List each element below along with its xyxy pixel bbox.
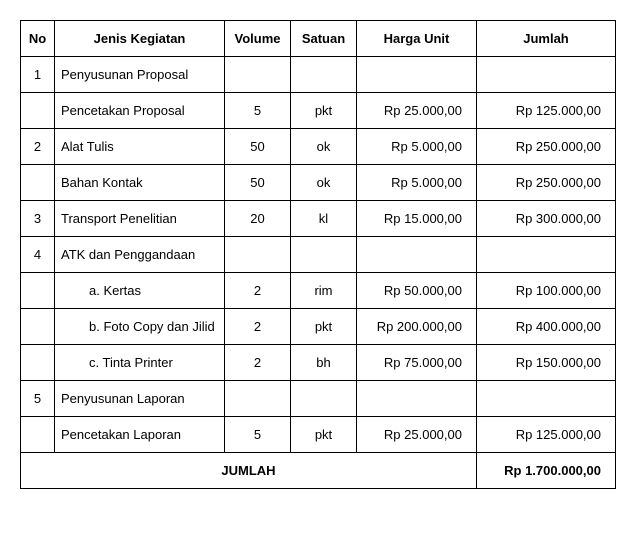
cell-harga: Rp 25.000,00 xyxy=(357,417,477,453)
cell-jenis: Pencetakan Laporan xyxy=(55,417,225,453)
cell-jumlah: Rp 300.000,00 xyxy=(477,201,616,237)
cell-satuan: rim xyxy=(291,273,357,309)
cell-jumlah: Rp 100.000,00 xyxy=(477,273,616,309)
cell-jenis: Penyusunan Laporan xyxy=(55,381,225,417)
cell-harga: Rp 15.000,00 xyxy=(357,201,477,237)
cell-satuan: kl xyxy=(291,201,357,237)
cell-harga xyxy=(357,57,477,93)
cell-jumlah: Rp 250.000,00 xyxy=(477,165,616,201)
cell-no xyxy=(21,165,55,201)
cell-volume: 2 xyxy=(225,309,291,345)
cell-no xyxy=(21,345,55,381)
total-value: Rp 1.700.000,00 xyxy=(477,453,616,489)
table-row: Pencetakan Proposal5pktRp 25.000,00Rp 12… xyxy=(21,93,616,129)
cell-jumlah: Rp 125.000,00 xyxy=(477,417,616,453)
cell-jenis: a. Kertas xyxy=(55,273,225,309)
cell-no xyxy=(21,273,55,309)
table-row: 5Penyusunan Laporan xyxy=(21,381,616,417)
cell-jumlah: Rp 400.000,00 xyxy=(477,309,616,345)
cell-volume: 5 xyxy=(225,93,291,129)
cell-satuan: bh xyxy=(291,345,357,381)
cell-satuan xyxy=(291,237,357,273)
cell-no xyxy=(21,417,55,453)
cell-no xyxy=(21,93,55,129)
cell-jenis: Bahan Kontak xyxy=(55,165,225,201)
cell-harga xyxy=(357,237,477,273)
cell-volume: 50 xyxy=(225,165,291,201)
table-row: 4ATK dan Penggandaan xyxy=(21,237,616,273)
cell-jumlah: Rp 250.000,00 xyxy=(477,129,616,165)
cell-jenis: Transport Penelitian xyxy=(55,201,225,237)
cell-no: 2 xyxy=(21,129,55,165)
cell-satuan xyxy=(291,381,357,417)
cell-volume: 2 xyxy=(225,345,291,381)
table-row: c. Tinta Printer2bhRp 75.000,00Rp 150.00… xyxy=(21,345,616,381)
cell-jenis: Alat Tulis xyxy=(55,129,225,165)
cell-jumlah xyxy=(477,237,616,273)
cell-harga: Rp 5.000,00 xyxy=(357,165,477,201)
cell-satuan xyxy=(291,57,357,93)
cell-jumlah xyxy=(477,57,616,93)
table-header-row: No Jenis Kegiatan Volume Satuan Harga Un… xyxy=(21,21,616,57)
cell-satuan: pkt xyxy=(291,93,357,129)
cell-satuan: pkt xyxy=(291,417,357,453)
cell-volume xyxy=(225,57,291,93)
total-row: JUMLAH Rp 1.700.000,00 xyxy=(21,453,616,489)
col-satuan: Satuan xyxy=(291,21,357,57)
cell-volume: 50 xyxy=(225,129,291,165)
cell-satuan: ok xyxy=(291,165,357,201)
cell-jenis: c. Tinta Printer xyxy=(55,345,225,381)
cell-harga: Rp 5.000,00 xyxy=(357,129,477,165)
cell-volume: 20 xyxy=(225,201,291,237)
col-no: No xyxy=(21,21,55,57)
cell-harga: Rp 200.000,00 xyxy=(357,309,477,345)
table-row: a. Kertas2rimRp 50.000,00Rp 100.000,00 xyxy=(21,273,616,309)
cell-satuan: pkt xyxy=(291,309,357,345)
cell-harga: Rp 25.000,00 xyxy=(357,93,477,129)
cell-jumlah xyxy=(477,381,616,417)
cell-jumlah: Rp 150.000,00 xyxy=(477,345,616,381)
cell-satuan: ok xyxy=(291,129,357,165)
col-volume: Volume xyxy=(225,21,291,57)
cell-volume: 5 xyxy=(225,417,291,453)
col-jenis: Jenis Kegiatan xyxy=(55,21,225,57)
cell-jenis: b. Foto Copy dan Jilid xyxy=(55,309,225,345)
table-row: 3Transport Penelitian20klRp 15.000,00Rp … xyxy=(21,201,616,237)
table-row: Bahan Kontak50okRp 5.000,00Rp 250.000,00 xyxy=(21,165,616,201)
cell-no: 3 xyxy=(21,201,55,237)
table-body: 1Penyusunan ProposalPencetakan Proposal5… xyxy=(21,57,616,453)
cell-harga: Rp 50.000,00 xyxy=(357,273,477,309)
total-label: JUMLAH xyxy=(21,453,477,489)
table-row: 1Penyusunan Proposal xyxy=(21,57,616,93)
table-row: 2Alat Tulis50okRp 5.000,00Rp 250.000,00 xyxy=(21,129,616,165)
table-row: Pencetakan Laporan5pktRp 25.000,00Rp 125… xyxy=(21,417,616,453)
cell-no: 1 xyxy=(21,57,55,93)
cell-jenis: ATK dan Penggandaan xyxy=(55,237,225,273)
budget-table: No Jenis Kegiatan Volume Satuan Harga Un… xyxy=(20,20,616,489)
cell-no: 5 xyxy=(21,381,55,417)
cell-jenis: Pencetakan Proposal xyxy=(55,93,225,129)
cell-jenis: Penyusunan Proposal xyxy=(55,57,225,93)
cell-volume: 2 xyxy=(225,273,291,309)
col-jumlah: Jumlah xyxy=(477,21,616,57)
cell-no: 4 xyxy=(21,237,55,273)
table-row: b. Foto Copy dan Jilid2pktRp 200.000,00R… xyxy=(21,309,616,345)
col-harga: Harga Unit xyxy=(357,21,477,57)
cell-no xyxy=(21,309,55,345)
cell-harga: Rp 75.000,00 xyxy=(357,345,477,381)
cell-volume xyxy=(225,381,291,417)
cell-volume xyxy=(225,237,291,273)
cell-harga xyxy=(357,381,477,417)
cell-jumlah: Rp 125.000,00 xyxy=(477,93,616,129)
